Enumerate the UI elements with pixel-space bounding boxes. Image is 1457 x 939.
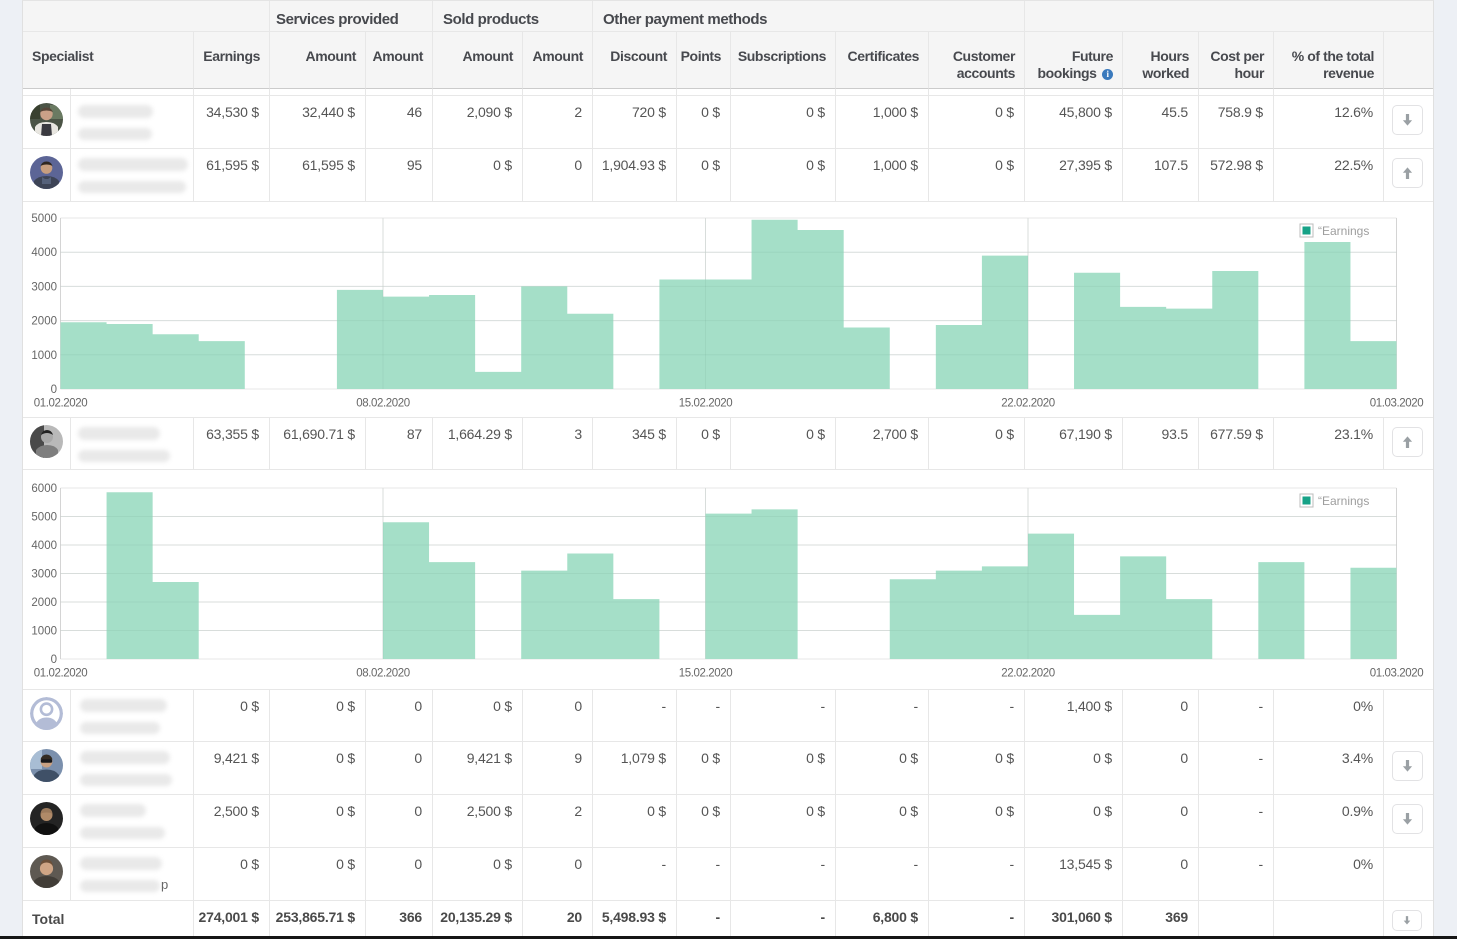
- svg-text:01.03.2020: 01.03.2020: [1370, 398, 1424, 410]
- svg-text:15.02.2020: 15.02.2020: [679, 668, 733, 680]
- svg-text:0: 0: [51, 654, 57, 666]
- svg-text:4000: 4000: [31, 247, 57, 259]
- svg-text:15.02.2020: 15.02.2020: [679, 398, 733, 410]
- svg-text:“Earnings: “Earnings: [1318, 224, 1369, 238]
- svg-text:5000: 5000: [31, 512, 57, 524]
- svg-text:3000: 3000: [31, 569, 57, 581]
- svg-text:08.02.2020: 08.02.2020: [356, 668, 410, 680]
- svg-text:6000: 6000: [31, 483, 57, 495]
- svg-text:1000: 1000: [31, 350, 57, 362]
- svg-text:01.02.2020: 01.02.2020: [34, 398, 88, 410]
- svg-text:22.02.2020: 22.02.2020: [1001, 668, 1055, 680]
- svg-text:01.02.2020: 01.02.2020: [34, 668, 88, 680]
- svg-text:4000: 4000: [31, 540, 57, 552]
- svg-text:0: 0: [51, 384, 57, 396]
- svg-text:2000: 2000: [31, 597, 57, 609]
- svg-text:22.02.2020: 22.02.2020: [1001, 398, 1055, 410]
- svg-text:1000: 1000: [31, 626, 57, 638]
- svg-text:3000: 3000: [31, 281, 57, 293]
- svg-text:5000: 5000: [31, 213, 57, 225]
- svg-text:“Earnings: “Earnings: [1318, 494, 1369, 508]
- svg-text:01.03.2020: 01.03.2020: [1370, 668, 1424, 680]
- svg-text:08.02.2020: 08.02.2020: [356, 398, 410, 410]
- svg-text:2000: 2000: [31, 316, 57, 328]
